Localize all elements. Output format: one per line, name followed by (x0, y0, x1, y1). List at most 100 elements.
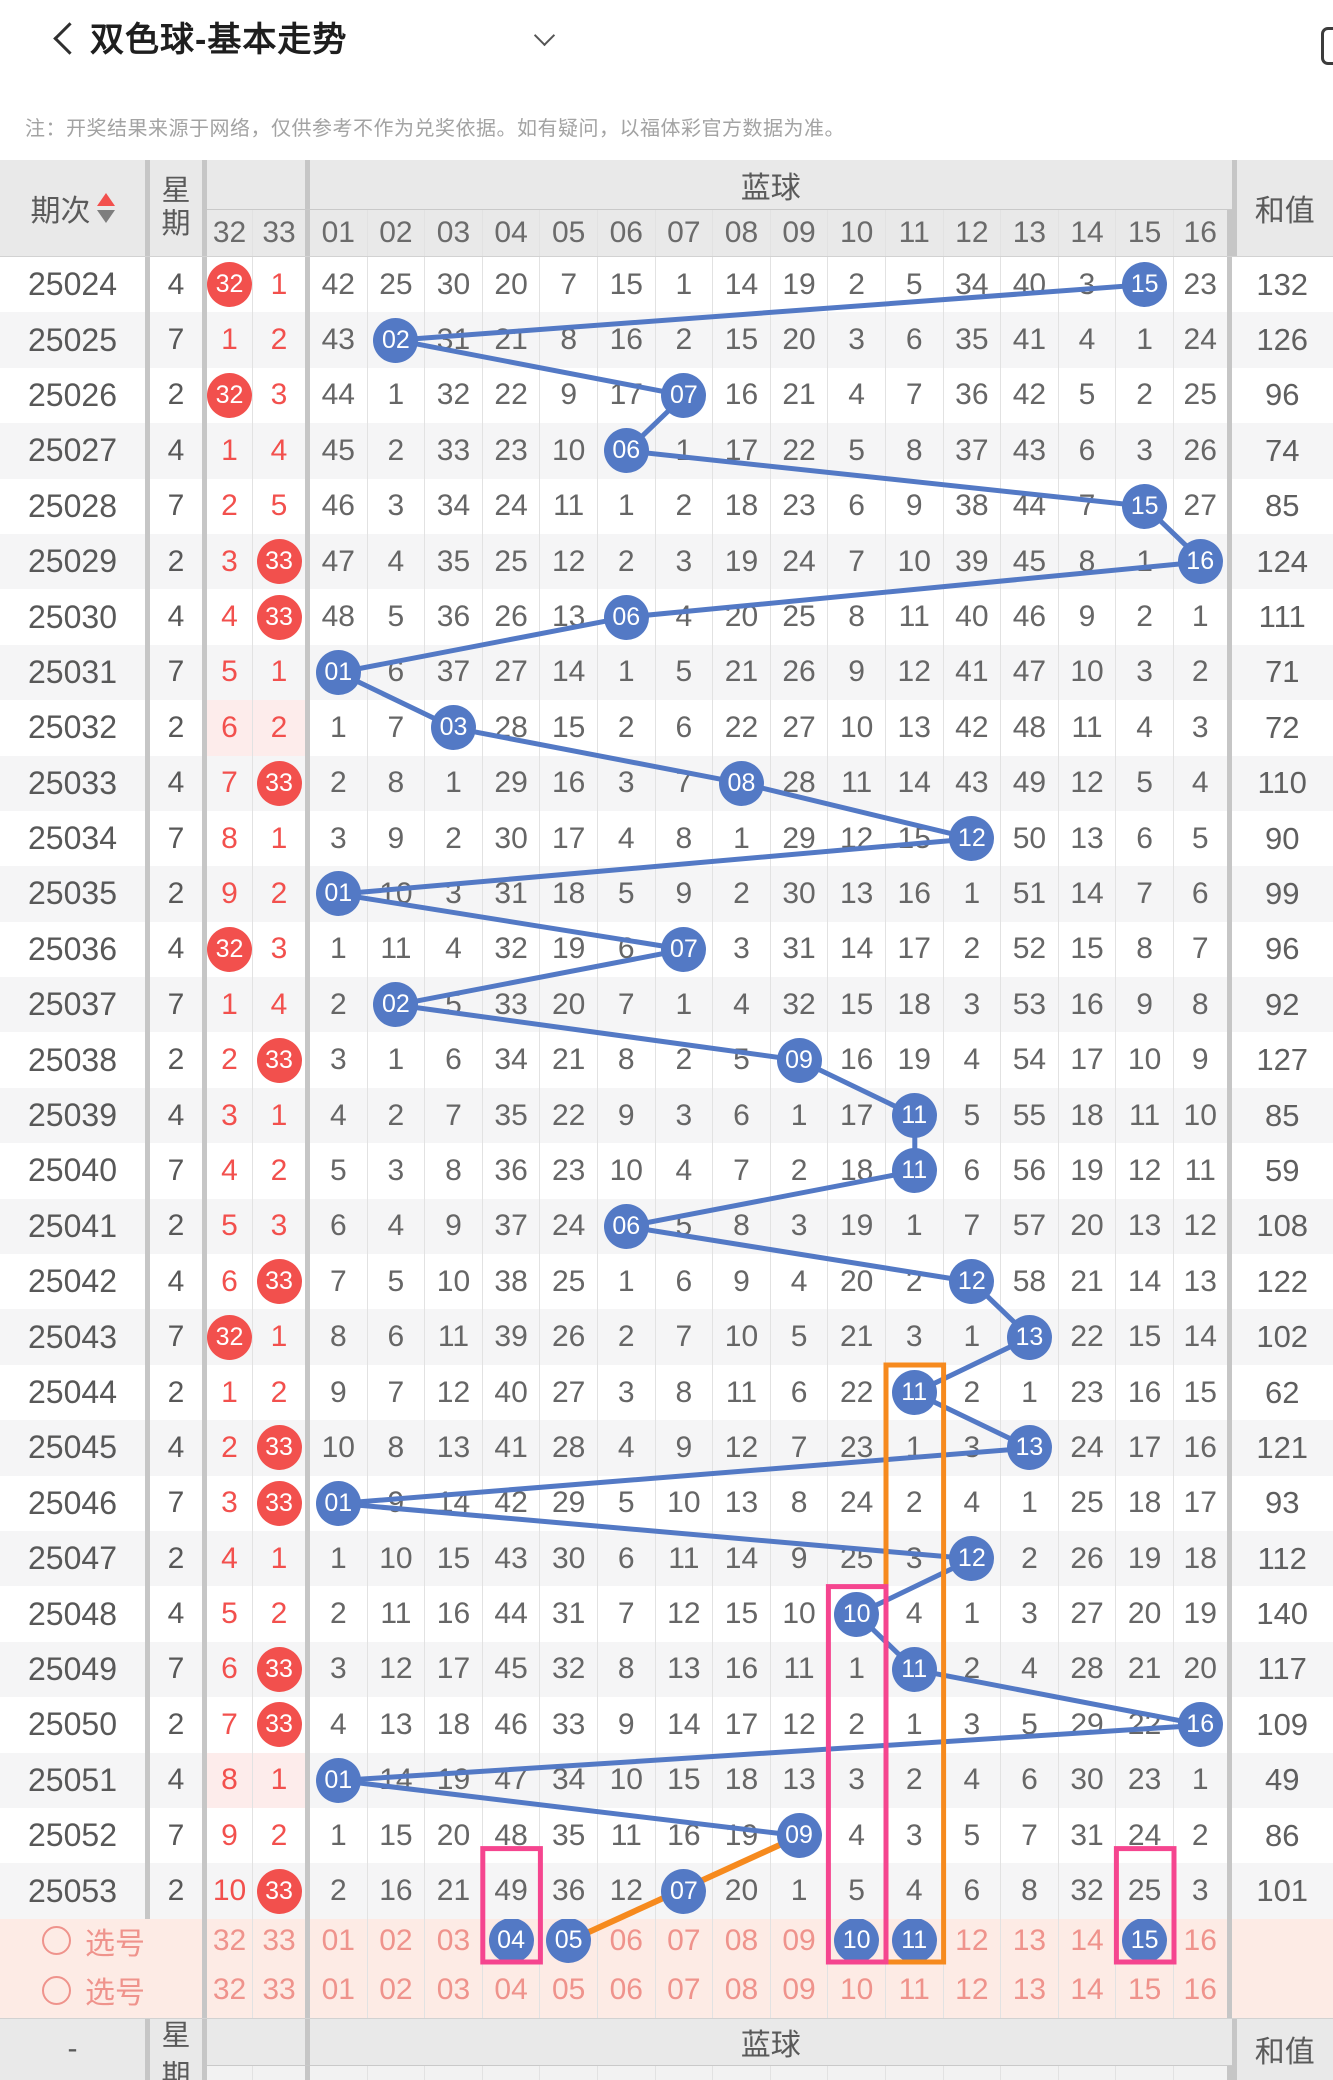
column-header-03: 03 (425, 210, 483, 256)
blue-miss-cell-14: 4 (1059, 312, 1117, 368)
selected-blue-ball[interactable]: 15 (1122, 1918, 1168, 1963)
select-number-07[interactable]: 07 (656, 1918, 714, 1963)
back-button[interactable] (50, 22, 84, 56)
week-cell: 7 (150, 644, 207, 701)
period-cell: 25053 (0, 1863, 150, 1919)
blue-miss-cell-11: 7 (886, 367, 944, 424)
select-number-05[interactable]: 05 (540, 1962, 598, 2018)
select-number-02[interactable]: 02 (368, 1918, 426, 1963)
red-miss-cell-33: 2 (253, 1807, 310, 1864)
select-number-05[interactable]: 05 (540, 1918, 598, 1963)
select-number-08[interactable]: 08 (713, 1962, 771, 2018)
top-right-button-partial[interactable] (1321, 27, 1333, 65)
selected-blue-ball[interactable]: 05 (546, 1918, 592, 1963)
select-number-10[interactable]: 10 (828, 1918, 886, 1963)
select-number-12[interactable]: 12 (944, 1962, 1002, 2018)
page-title[interactable]: 双色球-基本走势 (90, 21, 348, 59)
blue-miss-cell-02: 10 (368, 1530, 426, 1587)
select-number-07[interactable]: 07 (656, 1962, 714, 2018)
blue-miss-cell-07: 1 (656, 977, 714, 1033)
select-circle-icon[interactable] (42, 1926, 71, 1956)
week-cell: 4 (150, 921, 207, 978)
blue-miss-cell-07: 15 (656, 1752, 714, 1808)
blue-miss-cell-11: 18 (886, 977, 944, 1033)
table-row-25042: 25042 4 6 33 7 5 10 38 25 1 6 9 4 20 2 12 58 21 14 13 122 (0, 1254, 1333, 1310)
blue-miss-cell-01: 44 (310, 367, 368, 424)
select-number-33[interactable]: 33 (253, 1918, 310, 1963)
blue-miss-cell-05: 27 (540, 1364, 598, 1421)
blue-miss-cell-05: 17 (540, 810, 598, 867)
blue-miss-cell-16: 17 (1174, 1475, 1232, 1531)
blue-miss-cell-11: 12 (886, 644, 944, 701)
week-cell: 7 (150, 1641, 207, 1698)
select-number-15[interactable]: 15 (1116, 1962, 1174, 2018)
select-number-04[interactable]: 04 (483, 1918, 541, 1963)
blue-miss-cell-04: 32 (483, 921, 541, 978)
column-header-33 (253, 2065, 310, 2080)
select-number-09[interactable]: 09 (771, 1918, 829, 1963)
select-number-33[interactable]: 33 (253, 1962, 310, 2018)
blue-miss-cell-03: 33 (425, 423, 483, 479)
period-cell: 25024 (0, 257, 150, 313)
chevron-down-icon[interactable] (534, 26, 556, 48)
blue-miss-cell-13: 47 (1001, 644, 1059, 701)
blue-miss-cell-15: 15 (1116, 257, 1174, 313)
selected-blue-ball[interactable]: 10 (834, 1918, 880, 1963)
blue-ball: 01 (315, 1757, 361, 1803)
blue-miss-cell-10: 10 (828, 1586, 886, 1642)
blue-miss-cell-16: 16 (1174, 1697, 1232, 1753)
blue-miss-cell-08: 13 (713, 1475, 771, 1531)
table-row-25049: 25049 7 6 33 3 12 17 45 32 8 13 16 11 1 11 2 4 28 21 20 117 (0, 1641, 1333, 1698)
select-number-06[interactable]: 06 (598, 1962, 656, 2018)
select-number-13[interactable]: 13 (1001, 1962, 1059, 2018)
blue-miss-cell-13: 6 (1001, 1752, 1059, 1808)
red-miss-cell-32: 2 (207, 478, 253, 534)
select-number-12[interactable]: 12 (944, 1918, 1002, 1963)
red-miss-cell-33: 1 (253, 1309, 310, 1365)
selected-blue-ball[interactable]: 04 (488, 1918, 534, 1963)
blue-miss-cell-02: 1 (368, 1032, 426, 1088)
blue-miss-cell-08: 19 (713, 533, 771, 590)
period-cell: 25045 (0, 1420, 150, 1476)
table-row-25040: 25040 7 4 2 5 3 8 36 23 10 4 7 2 18 11 6 56 19 12 11 59 (0, 1143, 1333, 1199)
column-header-01 (310, 2065, 368, 2080)
select-number-14[interactable]: 14 (1059, 1918, 1117, 1963)
disclaimer-note: 注：开奖结果来源于网络，仅供参考不作为兑奖依据。如有疑问，以福体彩官方数据为准。 (25, 118, 845, 140)
blue-miss-cell-03: 32 (425, 367, 483, 424)
select-number-06[interactable]: 06 (598, 1918, 656, 1963)
blue-miss-cell-02: 8 (368, 755, 426, 811)
blue-miss-cell-13: 51 (1001, 866, 1059, 922)
table-row-25025: 25025 7 1 2 43 02 31 21 8 16 2 15 20 3 6 35 41 4 1 24 126 (0, 312, 1333, 368)
selected-blue-ball[interactable]: 11 (891, 1918, 937, 1963)
select-number-03[interactable]: 03 (425, 1962, 483, 2018)
select-number-03[interactable]: 03 (425, 1918, 483, 1963)
select-number-04[interactable]: 04 (483, 1962, 541, 2018)
blue-miss-cell-09: 11 (771, 1641, 829, 1698)
select-circle-icon[interactable] (42, 1975, 71, 2005)
select-number-08[interactable]: 08 (713, 1918, 771, 1963)
blue-miss-cell-05: 8 (540, 312, 598, 368)
red-miss-cell-32: 4 (207, 1530, 253, 1587)
blue-miss-cell-14: 5 (1059, 367, 1117, 424)
period-cell: 25029 (0, 533, 150, 590)
blue-miss-cell-13: 45 (1001, 533, 1059, 590)
blue-miss-cell-07: 8 (656, 810, 714, 867)
select-number-11[interactable]: 11 (886, 1962, 944, 2018)
select-number-14[interactable]: 14 (1059, 1962, 1117, 2018)
select-number-32[interactable]: 32 (207, 1918, 253, 1963)
select-number-13[interactable]: 13 (1001, 1918, 1059, 1963)
select-number-10[interactable]: 10 (828, 1962, 886, 2018)
sum-cell: 85 (1264, 488, 1300, 524)
select-number-02[interactable]: 02 (368, 1962, 426, 2018)
select-number-32[interactable]: 32 (207, 1962, 253, 2018)
select-number-11[interactable]: 11 (886, 1918, 944, 1963)
select-number-15[interactable]: 15 (1116, 1918, 1174, 1963)
select-number-01[interactable]: 01 (310, 1962, 368, 2018)
select-number-16[interactable]: 16 (1174, 1962, 1232, 2018)
select-label[interactable]: 选号 (0, 1918, 207, 1963)
select-number-16[interactable]: 16 (1174, 1918, 1232, 1963)
select-number-01[interactable]: 01 (310, 1918, 368, 1963)
select-number-09[interactable]: 09 (771, 1962, 829, 2018)
select-label[interactable]: 选号 (0, 1962, 207, 2018)
header-period-sort[interactable]: 期次 (0, 160, 150, 256)
